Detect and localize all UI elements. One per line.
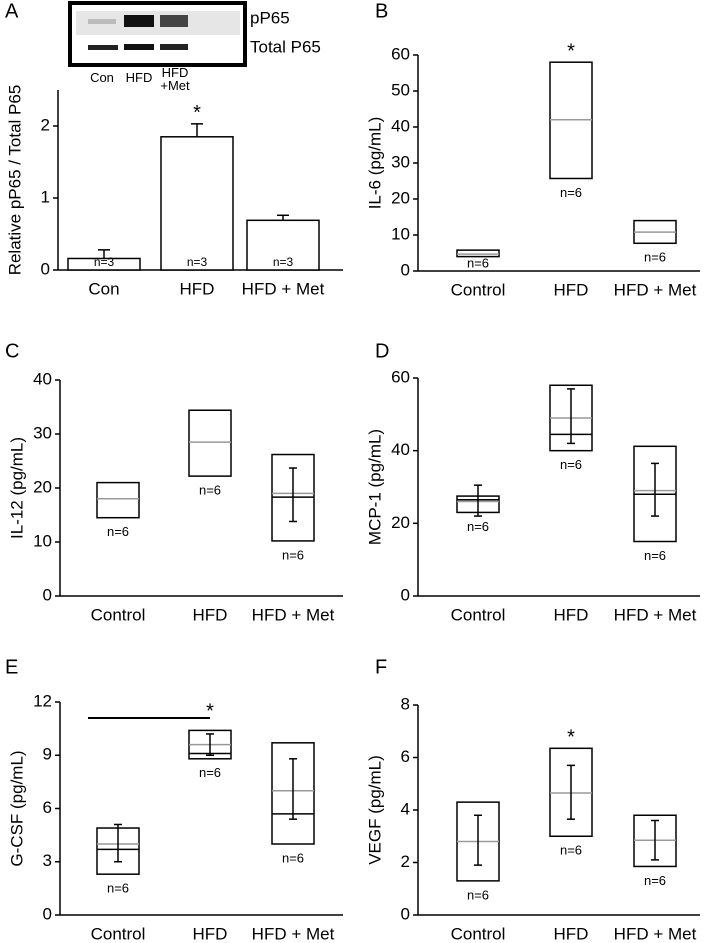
y-tick-label: 30 (391, 152, 410, 171)
x-tick-label: Control (451, 605, 506, 624)
y-tick-label: 0 (401, 260, 410, 279)
box (271, 742, 315, 845)
x-tick-label: Control (91, 924, 146, 943)
n-label: n=6 (107, 524, 129, 539)
panel-label: D (375, 340, 389, 362)
x-tick-label: HFD + Met (614, 605, 697, 624)
bar (160, 136, 234, 271)
n-label: n=6 (199, 483, 221, 498)
x-tick-label: HFD (554, 280, 589, 299)
n-label: n=3 (273, 255, 294, 269)
n-label: n=6 (644, 548, 666, 563)
box (188, 409, 232, 477)
y-tick-label: 40 (391, 440, 410, 459)
x-tick-label: HFD + Met (614, 924, 697, 943)
panel-label: F (375, 656, 387, 678)
y-tick-label: 30 (33, 423, 52, 442)
n-label: n=6 (560, 843, 582, 858)
blot-lane-label: HFD (125, 70, 153, 85)
x-tick-label: Control (91, 605, 146, 624)
y-tick-label: 3 (43, 851, 52, 870)
y-axis-title: Relative pP65 / Total P65 (5, 85, 24, 276)
y-tick-label: 20 (391, 513, 410, 532)
x-tick-label: HFD + Met (252, 605, 335, 624)
blot-band (88, 19, 116, 24)
box (96, 481, 140, 519)
y-tick-label: 0 (401, 904, 410, 923)
western-blot (68, 1, 247, 67)
y-tick-label: 20 (391, 188, 410, 207)
blot-band (160, 44, 188, 50)
n-label: n=6 (282, 547, 304, 562)
n-label: n=6 (199, 765, 221, 780)
n-label: n=6 (467, 887, 489, 902)
n-label: n=3 (187, 255, 208, 269)
n-label: n=6 (644, 250, 666, 265)
n-label: n=6 (644, 873, 666, 888)
blot-band (124, 44, 154, 50)
x-tick-label: HFD (193, 605, 228, 624)
n-label: n=6 (107, 881, 129, 896)
panel-label: B (375, 0, 388, 22)
y-tick-label: 8 (401, 694, 410, 713)
x-tick-label: HFD + Met (242, 279, 325, 298)
panel-label: A (5, 0, 19, 22)
n-label: n=6 (467, 255, 489, 270)
y-tick-label: 60 (391, 367, 410, 386)
y-tick-label: 60 (391, 44, 410, 63)
panel-label: E (5, 656, 18, 678)
y-tick-label: 2 (41, 115, 50, 134)
panel-label: C (5, 340, 19, 362)
n-label: n=6 (282, 850, 304, 865)
blot-lane-label: HFD +Met (160, 65, 190, 93)
n-label: n=6 (467, 519, 489, 534)
y-axis-title: VEGF (pg/mL) (365, 755, 384, 865)
blot-lane-label: Con (90, 70, 114, 85)
y-tick-label: 4 (401, 799, 410, 818)
y-axis-title: G-CSF (pg/mL) (7, 750, 26, 866)
y-tick-label: 0 (43, 585, 52, 604)
y-axis-title: MCP-1 (pg/mL) (365, 429, 384, 545)
blot-band (88, 45, 118, 50)
blot-band (124, 15, 154, 27)
x-tick-label: Con (88, 279, 119, 298)
y-tick-label: 2 (401, 852, 410, 871)
y-tick-label: 10 (33, 531, 52, 550)
y-tick-label: 9 (43, 745, 52, 764)
y-tick-label: 12 (33, 691, 52, 710)
x-tick-label: Control (451, 280, 506, 299)
y-tick-label: 1 (41, 187, 50, 206)
x-tick-label: HFD + Met (614, 280, 697, 299)
x-tick-label: HFD (554, 924, 589, 943)
y-tick-label: 40 (33, 369, 52, 388)
x-tick-label: HFD (193, 924, 228, 943)
x-tick-label: HFD (180, 279, 215, 298)
blot-row-label: Total P65 (250, 37, 321, 56)
x-tick-label: HFD (554, 605, 589, 624)
x-tick-label: Control (451, 924, 506, 943)
y-axis-title: IL-6 (pg/mL) (365, 117, 384, 210)
n-label: n=6 (560, 185, 582, 200)
y-tick-label: 0 (401, 585, 410, 604)
y-tick-label: 0 (43, 904, 52, 923)
x-tick-label: HFD + Met (252, 924, 335, 943)
n-label: n=6 (560, 457, 582, 472)
significance-star: * (206, 700, 214, 722)
y-tick-label: 10 (391, 224, 410, 243)
significance-star: * (567, 727, 575, 749)
y-tick-label: 0 (41, 259, 50, 278)
y-axis-title: IL-12 (pg/mL) (7, 437, 26, 539)
significance-star: * (193, 102, 201, 124)
y-tick-label: 20 (33, 477, 52, 496)
significance-star: * (567, 40, 575, 62)
y-tick-label: 40 (391, 116, 410, 135)
y-tick-label: 6 (401, 747, 410, 766)
y-tick-label: 6 (43, 798, 52, 817)
n-label: n=3 (94, 255, 115, 269)
blot-row-label: pP65 (250, 8, 290, 27)
blot-band (160, 15, 188, 27)
y-tick-label: 50 (391, 80, 410, 99)
